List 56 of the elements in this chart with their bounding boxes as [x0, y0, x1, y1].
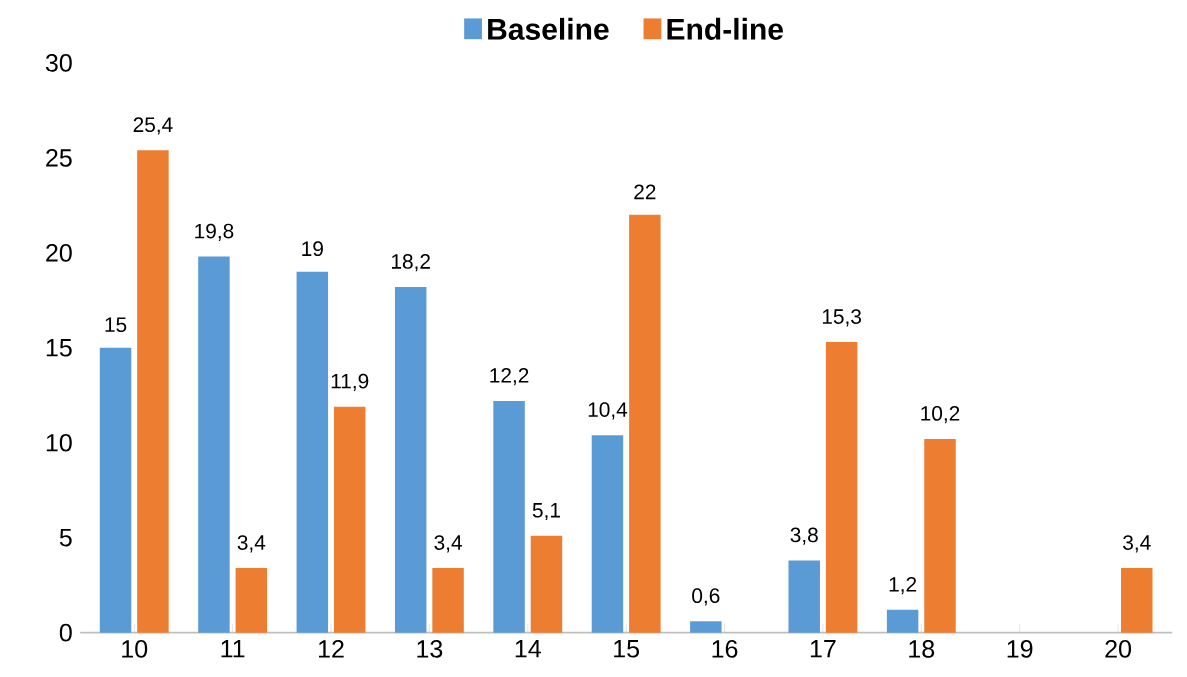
bar — [1121, 568, 1153, 633]
y-tick-label: 20 — [46, 243, 72, 262]
x-tick-label: 20 — [1105, 639, 1132, 658]
data-label: 11,9 — [331, 373, 369, 391]
y-tick-label: 10 — [46, 433, 72, 452]
data-label: 5,1 — [532, 502, 560, 521]
data-label: 3,8 — [790, 527, 818, 545]
data-label: 10,2 — [921, 405, 960, 424]
bar — [432, 568, 464, 633]
legend-label: Baseline — [488, 17, 609, 40]
x-tick-label: 12 — [318, 639, 344, 658]
bar — [788, 560, 820, 633]
x-tick-label: 10 — [122, 639, 148, 658]
bar — [198, 256, 230, 633]
y-tick-label: 5 — [59, 528, 72, 547]
bar — [886, 609, 919, 633]
bar — [690, 621, 722, 633]
data-label: 1,2 — [889, 576, 917, 595]
y-tick-label: 15 — [46, 338, 72, 357]
data-label: 19 — [302, 241, 323, 257]
x-tick-label: 11 — [221, 639, 245, 658]
y-tick-label: 25 — [46, 148, 72, 167]
x-tick-label: 14 — [515, 639, 541, 658]
x-tick-label: 19 — [1007, 639, 1033, 658]
y-tick-label: 30 — [45, 53, 72, 72]
x-tick-label: 16 — [712, 639, 738, 658]
data-label: 19,8 — [195, 223, 234, 241]
data-label: 25,4 — [133, 117, 173, 135]
legend-label: End-line — [667, 17, 783, 40]
y-tick-label: 0 — [59, 623, 72, 642]
bar — [629, 214, 661, 633]
bar — [235, 568, 268, 633]
bar — [591, 435, 624, 633]
data-label: 0,6 — [692, 588, 720, 606]
x-tick-label: 13 — [417, 639, 443, 658]
data-label: 15,3 — [822, 309, 861, 327]
data-label: 3,4 — [237, 535, 266, 553]
bar — [99, 347, 132, 633]
bar — [825, 342, 858, 633]
x-tick-label: 15 — [614, 639, 639, 658]
bar — [493, 400, 525, 633]
x-tick-label: 18 — [909, 639, 935, 658]
data-label: 3,4 — [1123, 535, 1151, 553]
bar — [394, 286, 427, 633]
bar — [333, 406, 366, 633]
data-label: 15 — [105, 317, 127, 332]
x-tick-label: 17 — [810, 639, 836, 658]
bar — [137, 150, 169, 633]
data-label: 3,4 — [434, 535, 462, 553]
bar — [530, 535, 563, 633]
data-label: 22 — [634, 184, 656, 200]
bar — [924, 438, 956, 633]
data-label: 10,4 — [588, 402, 628, 420]
data-label: 12,2 — [490, 367, 529, 386]
data-label: 18,2 — [392, 253, 430, 272]
bar — [296, 271, 329, 633]
